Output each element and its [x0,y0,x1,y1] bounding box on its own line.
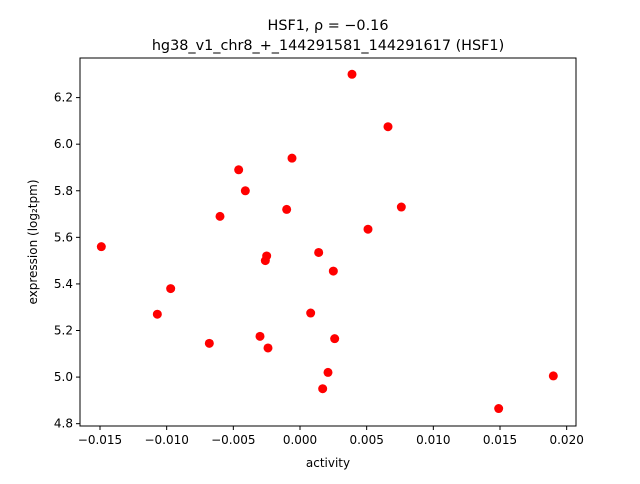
data-point [330,334,340,344]
chart-title-line1: HSF1, ρ = −0.16 [268,18,389,34]
y-tick-label: 5.8 [54,184,73,198]
data-point [347,69,357,79]
y-tick-label: 5.6 [54,230,73,244]
data-point [152,309,162,319]
x-axis-ticks: −0.015 −0.010 −0.005 0.000 0.005 0.010 0.015 0.… [78,426,584,447]
data-point [328,266,338,276]
data-point [166,284,176,294]
y-tick-label: 4.8 [54,417,73,431]
data-point [314,247,324,257]
data-points [96,69,558,414]
x-tick-label: 0.020 [549,433,583,447]
y-tick-label: 5.4 [54,277,73,291]
data-point [240,186,250,196]
data-point [494,404,504,414]
data-point [318,384,328,394]
data-point [96,242,106,252]
data-point [282,204,292,214]
x-tick-label: 0.000 [283,433,317,447]
x-tick-label: 0.015 [483,433,517,447]
x-tick-label: −0.005 [211,433,255,447]
data-point [323,367,333,377]
data-point [287,153,297,163]
y-tick-label: 5.2 [54,324,73,338]
plot-frame [79,57,577,427]
y-tick-label: 6.0 [54,137,73,151]
data-point [396,202,406,212]
data-point [234,165,244,175]
data-point [262,251,272,261]
data-point [204,338,214,348]
x-tick-label: −0.015 [78,433,122,447]
x-tick-label: 0.005 [349,433,383,447]
data-point [383,122,393,132]
data-point [363,224,373,234]
data-point [215,211,225,221]
x-axis-label: activity [306,456,350,470]
chart-title-line2: hg38_v1_chr8_+_144291581_144291617 (HSF1… [152,38,504,54]
data-point [548,371,558,381]
y-tick-label: 6.2 [54,91,73,105]
x-tick-label: 0.010 [416,433,450,447]
y-axis-label: expression (log₂tpm) [26,179,40,304]
data-point [255,331,265,341]
data-point [306,308,316,318]
y-tick-label: 5.0 [54,370,73,384]
x-tick-label: −0.010 [144,433,188,447]
y-axis-ticks: 4.8 5.0 5.2 5.4 5.6 5.8 6.0 6.2 [54,91,80,431]
data-point [263,343,273,353]
